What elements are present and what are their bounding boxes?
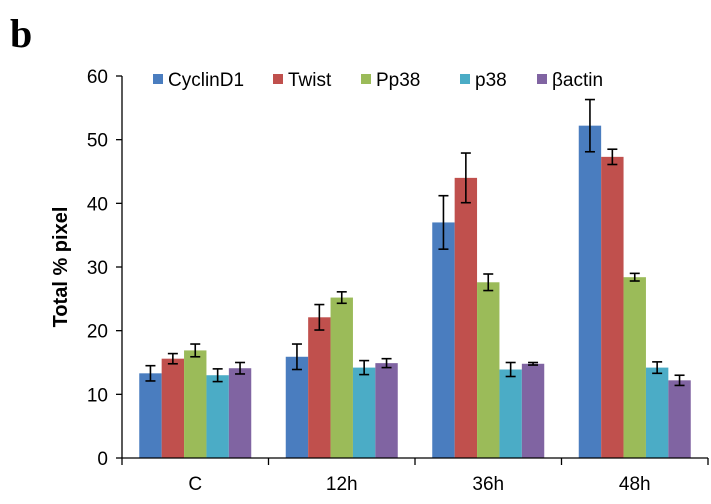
axes (121, 76, 709, 465)
bar-βactin-12h (375, 363, 398, 458)
error-bar (336, 291, 347, 305)
bars (139, 98, 691, 458)
error-bar (505, 361, 516, 378)
legend-label: CyclinD1 (168, 70, 244, 91)
bar-pp38-48h (623, 277, 646, 458)
error-bar (235, 361, 246, 375)
bar-cyclind1-12h (285, 356, 309, 458)
bar-pp38-c (184, 350, 207, 458)
y-tick-label: 30 (87, 258, 108, 279)
x-category-label: C (188, 474, 202, 495)
y-tick-label: 10 (87, 385, 108, 406)
bar-p38-12h (352, 367, 376, 458)
legend-swatch (460, 74, 470, 84)
error-bar (291, 343, 302, 371)
legend-swatch (273, 74, 283, 84)
y-tick-label: 60 (87, 67, 108, 88)
bar-βactin-48h (668, 380, 691, 458)
error-bar (381, 357, 392, 369)
error-bar (607, 148, 618, 166)
x-axis-labels: C 12h 36h 48h (188, 474, 650, 495)
error-bar (167, 352, 178, 365)
bar-cyclind1-c (139, 373, 162, 458)
bar-p38-48h (645, 367, 669, 458)
bar-cyclind1-48h (578, 125, 602, 458)
error-bar (584, 98, 595, 153)
y-tick-label: 40 (87, 194, 108, 215)
error-bar (314, 303, 325, 331)
legend-item: Twist (273, 70, 332, 91)
error-bar (190, 343, 201, 358)
bar-βactin-c (228, 368, 252, 458)
bar-cyclind1-36h (432, 222, 455, 458)
error-bar (145, 364, 156, 382)
legend-label: p38 (475, 70, 507, 91)
bar-βactin-36h (521, 363, 545, 458)
bar-pp38-12h (330, 297, 353, 458)
bar-twist-48h (601, 156, 624, 458)
legend-swatch (361, 74, 371, 84)
legend-label: Pp38 (376, 70, 420, 91)
legend-item: p38 (460, 70, 507, 91)
legend-label: βactin (552, 70, 603, 91)
error-bar (652, 361, 663, 375)
x-category-label: 36h (472, 474, 504, 495)
error-bar (629, 272, 640, 282)
legend: CyclinD1 Twist Pp38 p38 βactin (153, 70, 603, 91)
legend-swatch (537, 74, 547, 84)
legend-item: Pp38 (361, 70, 420, 91)
bar-twist-36h (454, 177, 478, 458)
bar-twist-12h (308, 317, 331, 458)
x-category-label: 48h (619, 474, 651, 495)
y-tick-label: 0 (97, 449, 108, 470)
y-tick-label: 20 (87, 322, 108, 343)
legend-item: CyclinD1 (153, 70, 244, 91)
error-bar (212, 368, 223, 383)
y-axis-ticks: 0 10 20 30 40 50 60 (87, 67, 122, 470)
error-bar (483, 273, 494, 292)
x-category-label: 12h (326, 474, 358, 495)
panel-letter: b (10, 11, 32, 56)
bar-pp38-36h (477, 282, 500, 458)
y-tick-label: 50 (87, 131, 108, 152)
error-bar (359, 359, 370, 376)
bar-p38-36h (499, 369, 522, 458)
error-bar (674, 374, 685, 387)
bar-p38-c (206, 375, 229, 458)
y-axis-title: Total % pixel (50, 207, 72, 328)
legend-label: Twist (288, 70, 332, 91)
error-bar (528, 361, 539, 366)
bar-twist-c (161, 358, 185, 458)
error-bar (438, 194, 449, 250)
legend-item: βactin (537, 70, 603, 91)
legend-swatch (153, 74, 163, 84)
error-bar (460, 152, 471, 204)
